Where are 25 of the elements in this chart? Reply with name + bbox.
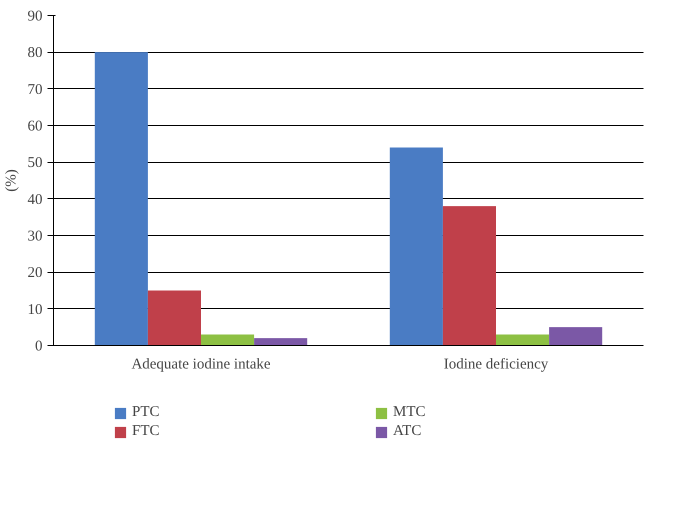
- y-tick-label: 70: [28, 82, 42, 98]
- y-tick-label: 90: [28, 8, 42, 24]
- legend-label: MTC: [393, 404, 427, 421]
- bar: [94, 52, 148, 346]
- y-tick-label: 50: [28, 155, 42, 172]
- y-tick-label: 0: [35, 338, 42, 354]
- legend-label: ATC: [393, 423, 422, 440]
- legend-label: PTC: [132, 404, 161, 421]
- y-tick-label: 10: [28, 302, 42, 318]
- bar: [549, 327, 602, 346]
- y-tick-label: 80: [28, 45, 42, 62]
- legend-label: FTC: [132, 423, 161, 440]
- y-tick-label: 40: [28, 192, 42, 208]
- bar: [390, 148, 443, 346]
- y-tick-label: 20: [28, 265, 42, 282]
- bar: [496, 334, 550, 346]
- bar: [148, 290, 201, 346]
- y-tick-label: 60: [28, 118, 42, 134]
- bar: [442, 206, 496, 346]
- x-tick-label: Adequate iodine intake: [131, 356, 271, 372]
- y-tick-label: 30: [28, 228, 42, 244]
- bar: [201, 334, 254, 346]
- x-tick-label: Iodine deficiency: [444, 356, 549, 372]
- bar: [254, 338, 308, 346]
- y-axis-title: (%): [4, 169, 20, 192]
